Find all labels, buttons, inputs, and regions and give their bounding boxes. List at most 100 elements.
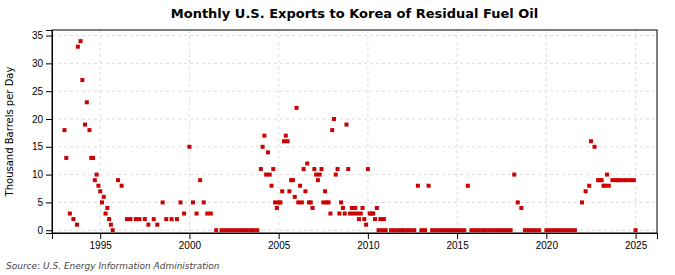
x-axis-tick-mark (636, 233, 637, 239)
y-axis-tick-mark (46, 91, 52, 92)
point (102, 195, 106, 199)
x-axis-tick-mark (279, 233, 280, 239)
point (223, 228, 227, 232)
y-axis: 05101520253035 (32, 30, 53, 236)
points (62, 39, 637, 232)
grid-line-y (52, 146, 657, 147)
point (502, 228, 506, 232)
point (551, 228, 555, 232)
point (170, 217, 174, 221)
point (452, 228, 456, 232)
grid-line-y (52, 202, 657, 203)
y-axis-tick: 20 (32, 114, 52, 125)
point (214, 228, 218, 232)
point (519, 206, 523, 210)
point (610, 178, 614, 182)
y-axis-tick-label: 20 (32, 114, 44, 125)
point (437, 228, 441, 232)
point (516, 200, 520, 204)
y-axis-tick-label: 35 (32, 30, 44, 41)
point (91, 156, 95, 160)
point (111, 228, 115, 232)
grid-line-y (52, 35, 657, 36)
x-axis: 1995200020052010201520202025 (53, 233, 658, 251)
point (259, 167, 263, 171)
point (462, 228, 466, 232)
point (318, 173, 322, 177)
point (330, 128, 334, 132)
point (548, 228, 552, 232)
point (534, 228, 538, 232)
point (523, 228, 527, 232)
point (296, 200, 300, 204)
point (264, 173, 268, 177)
point (248, 228, 252, 232)
point (96, 184, 100, 188)
y-axis-tick-mark (46, 230, 52, 231)
point (348, 212, 352, 216)
x-axis-tick-mark (368, 233, 369, 239)
point (298, 184, 302, 188)
chart: 1995200020052010201520202025051015202530… (0, 0, 675, 275)
point (352, 212, 356, 216)
point (537, 228, 541, 232)
point (377, 228, 381, 232)
point (100, 200, 104, 204)
x-axis-tick: 2025 (625, 233, 648, 251)
point (430, 228, 434, 232)
point (293, 195, 297, 199)
point (195, 212, 199, 216)
point (336, 167, 340, 171)
point (569, 228, 573, 232)
point (494, 228, 498, 232)
point (562, 228, 566, 232)
point (491, 228, 495, 232)
point (314, 173, 318, 177)
point (337, 212, 341, 216)
plot-area: 1995200020052010201520202025051015202530… (32, 30, 658, 251)
x-axis-tick-label: 2000 (179, 240, 202, 251)
point (178, 200, 182, 204)
y-axis-tick: 5 (37, 197, 52, 208)
point (328, 212, 332, 216)
point (607, 184, 611, 188)
point (366, 167, 370, 171)
y-axis-tick: 30 (32, 58, 52, 69)
point (389, 228, 393, 232)
y-axis-tick-label: 15 (32, 141, 44, 152)
x-axis-tick: 2015 (446, 233, 469, 251)
point (129, 217, 133, 221)
point (282, 139, 286, 143)
point (237, 228, 241, 232)
point (343, 212, 347, 216)
point (364, 223, 368, 227)
point (355, 212, 359, 216)
point (455, 228, 459, 232)
point (309, 200, 313, 204)
point (589, 139, 593, 143)
point (530, 228, 534, 232)
point (68, 212, 72, 216)
point (384, 228, 388, 232)
point (375, 206, 379, 210)
point (484, 228, 488, 232)
point (134, 217, 138, 221)
point (396, 228, 400, 232)
point (252, 228, 256, 232)
point (104, 212, 108, 216)
y-axis-tick: 0 (37, 225, 52, 236)
point (487, 228, 491, 232)
grid-line-x (189, 30, 190, 233)
y-axis-tick: 25 (32, 86, 52, 97)
point (527, 228, 531, 232)
grid (52, 30, 657, 233)
point (405, 228, 409, 232)
y-axis-tick: 15 (32, 141, 52, 152)
point (303, 189, 307, 193)
point (321, 200, 325, 204)
point (187, 145, 191, 149)
point (448, 228, 452, 232)
point (544, 228, 548, 232)
point (441, 228, 445, 232)
point (412, 228, 416, 232)
